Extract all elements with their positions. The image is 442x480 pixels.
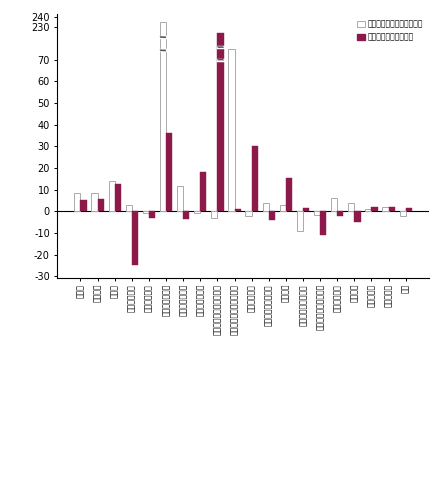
Bar — [229, 49, 235, 211]
Bar — [74, 193, 80, 211]
Bar — [235, 209, 241, 211]
Bar — [280, 205, 286, 211]
Bar — [98, 199, 104, 211]
Bar — [126, 205, 132, 211]
Bar — [400, 211, 406, 216]
Bar — [217, 33, 224, 211]
Bar — [286, 178, 292, 211]
Bar — [269, 211, 275, 220]
Bar — [382, 207, 389, 211]
Bar — [183, 211, 189, 219]
Bar — [80, 201, 87, 211]
Bar — [177, 186, 183, 211]
Bar — [371, 207, 377, 211]
Bar — [91, 193, 98, 211]
Bar — [303, 208, 309, 211]
Bar — [406, 208, 412, 211]
Bar — [389, 207, 395, 211]
Bar — [245, 211, 251, 216]
Bar — [354, 211, 361, 222]
Bar — [194, 211, 200, 214]
Bar — [297, 211, 303, 231]
Bar — [365, 209, 371, 211]
Bar — [143, 211, 149, 214]
Bar — [149, 211, 155, 218]
Bar — [115, 184, 121, 211]
Bar — [211, 211, 217, 218]
Bar — [314, 211, 320, 215]
Bar — [200, 172, 206, 211]
Bar — [337, 211, 343, 216]
Bar — [166, 133, 172, 211]
Legend: 前月比（季節調整済指数）, 前年同月比（原指数）: 前月比（季節調整済指数）, 前年同月比（原指数） — [354, 17, 427, 45]
Bar — [331, 198, 337, 211]
Bar — [263, 203, 269, 211]
Bar — [160, 22, 166, 211]
Bar — [251, 146, 258, 211]
Bar — [109, 181, 115, 211]
Bar — [320, 211, 326, 235]
Bar — [348, 203, 354, 211]
Bar — [132, 211, 138, 265]
